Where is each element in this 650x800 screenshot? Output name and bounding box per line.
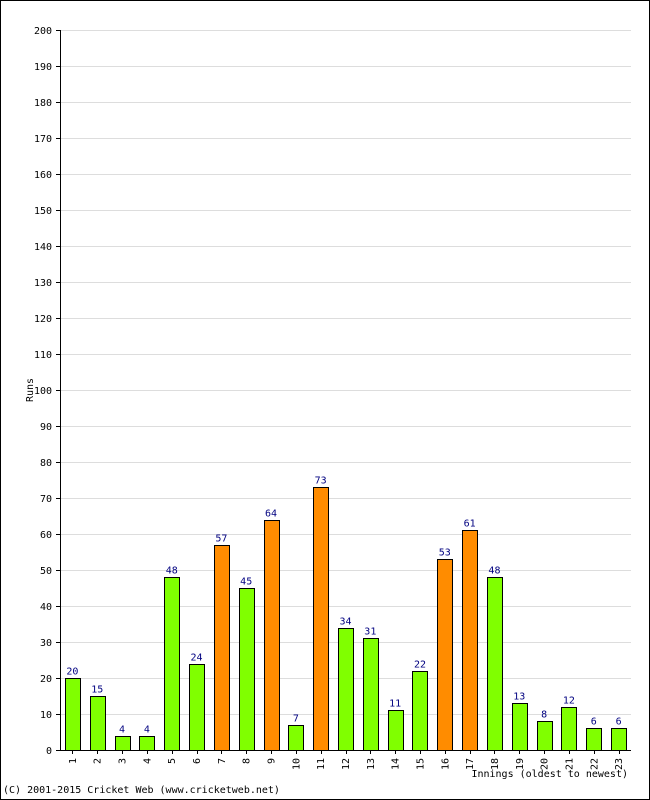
x-tick-label: 13 [366, 758, 377, 770]
x-tick-label: 4 [142, 758, 153, 764]
bars [65, 487, 627, 751]
bar [65, 678, 81, 751]
x-tick-label: 10 [291, 758, 302, 770]
bar [313, 487, 329, 751]
bar [115, 736, 131, 751]
bar [437, 559, 453, 751]
x-tick-label: 16 [440, 758, 451, 770]
bar [164, 577, 180, 751]
grid-lines [60, 30, 631, 715]
bar [512, 703, 528, 751]
x-tick-label: 20 [540, 758, 551, 770]
bar-value-label: 6 [591, 717, 597, 728]
y-tick-label: 90 [40, 422, 52, 433]
bar-value-label: 34 [339, 617, 351, 628]
bar-value-label: 31 [364, 627, 376, 638]
y-tick-label: 140 [34, 242, 52, 253]
x-tick-label: 1 [68, 758, 79, 764]
x-tick-label: 12 [341, 758, 352, 770]
x-tick-label: 23 [614, 758, 625, 770]
y-tick-label: 40 [40, 602, 52, 613]
bar [139, 736, 155, 751]
bar-value-label: 6 [616, 717, 622, 728]
bar [90, 696, 106, 751]
x-tick-label: 9 [267, 758, 278, 764]
x-tick-label: 8 [242, 758, 253, 764]
x-tick-label: 22 [589, 758, 600, 770]
bar [338, 628, 354, 751]
bar-value-label: 53 [439, 548, 451, 559]
y-tick-label: 30 [40, 638, 52, 649]
y-axis-title: Runs [25, 378, 36, 402]
y-tick-label: 50 [40, 566, 52, 577]
x-tick-label: 3 [118, 758, 129, 764]
x-tick-label: 5 [167, 758, 178, 764]
bar [288, 725, 304, 751]
bar-value-label: 22 [414, 660, 426, 671]
bar [214, 545, 230, 751]
y-axis-ticks: 0 10 20 30 40 50 60 70 80 90 100 110 120 130 140 150 160… [34, 26, 60, 757]
bar [586, 728, 602, 751]
y-tick-label: 200 [34, 26, 52, 37]
x-tick-label: 6 [192, 758, 203, 764]
y-tick-label: 130 [34, 278, 52, 289]
y-tick-label: 150 [34, 206, 52, 217]
bar [412, 671, 428, 751]
copyright-notice: (C) 2001-2015 Cricket Web (www.cricketwe… [3, 785, 280, 796]
bar-value-label: 4 [119, 725, 125, 736]
bar-value-label: 61 [464, 519, 476, 530]
y-tick-label: 60 [40, 530, 52, 541]
x-tick-label: 15 [415, 758, 426, 770]
y-tick-label: 160 [34, 170, 52, 181]
y-tick-label: 10 [40, 710, 52, 721]
x-tick-label: 17 [465, 758, 476, 770]
bar-value-label: 4 [144, 725, 150, 736]
bar-value-label: 45 [240, 577, 252, 588]
x-tick-label: 19 [515, 758, 526, 770]
bar-value-label: 24 [191, 653, 203, 664]
y-tick-label: 100 [34, 386, 52, 397]
bar-value-label: 73 [315, 476, 327, 487]
x-tick-label: 2 [93, 758, 104, 764]
bar [462, 530, 478, 751]
x-axis-title: Innings (oldest to newest) [471, 769, 628, 780]
x-tick-label: 21 [564, 758, 575, 770]
bar [537, 721, 553, 751]
bar [264, 520, 280, 751]
y-tick-label: 120 [34, 314, 52, 325]
x-tick-label: 7 [217, 758, 228, 764]
bar [561, 707, 577, 751]
bar-value-label: 13 [513, 692, 525, 703]
x-tick-label: 11 [316, 758, 327, 770]
bar-value-label: 48 [166, 566, 178, 577]
bar-value-label: 64 [265, 509, 277, 520]
y-tick-label: 70 [40, 494, 52, 505]
bar [239, 588, 255, 751]
bar [363, 638, 379, 751]
x-axis-ticks: 1 2 3 4 5 6 7 8 9 10 11 12 13 14 15 16 17 18 19 20 21 22 23 [68, 750, 625, 770]
bar [388, 710, 404, 751]
x-tick-label: 14 [391, 758, 402, 770]
bar [487, 577, 503, 751]
bar [189, 664, 205, 751]
y-tick-label: 20 [40, 674, 52, 685]
bar-value-label: 48 [488, 566, 500, 577]
bar-value-label: 15 [91, 685, 103, 696]
x-tick-label: 18 [490, 758, 501, 770]
bar-value-label: 57 [215, 534, 227, 545]
y-tick-label: 110 [34, 350, 52, 361]
y-tick-label: 0 [46, 746, 52, 757]
y-tick-label: 180 [34, 98, 52, 109]
y-tick-label: 170 [34, 134, 52, 145]
bar-labels: 20 15 4 4 48 24 57 45 64 7 73 34 31 11 22 53 61 48 13 8 12 6 6 [66, 476, 621, 736]
bar-value-label: 8 [541, 710, 547, 721]
bar-value-label: 12 [563, 696, 575, 707]
y-tick-label: 80 [40, 458, 52, 469]
y-tick-label: 190 [34, 62, 52, 73]
bar [611, 728, 627, 751]
bar-value-label: 20 [66, 667, 78, 678]
bar-value-label: 7 [293, 714, 299, 725]
bar-value-label: 11 [389, 699, 401, 710]
